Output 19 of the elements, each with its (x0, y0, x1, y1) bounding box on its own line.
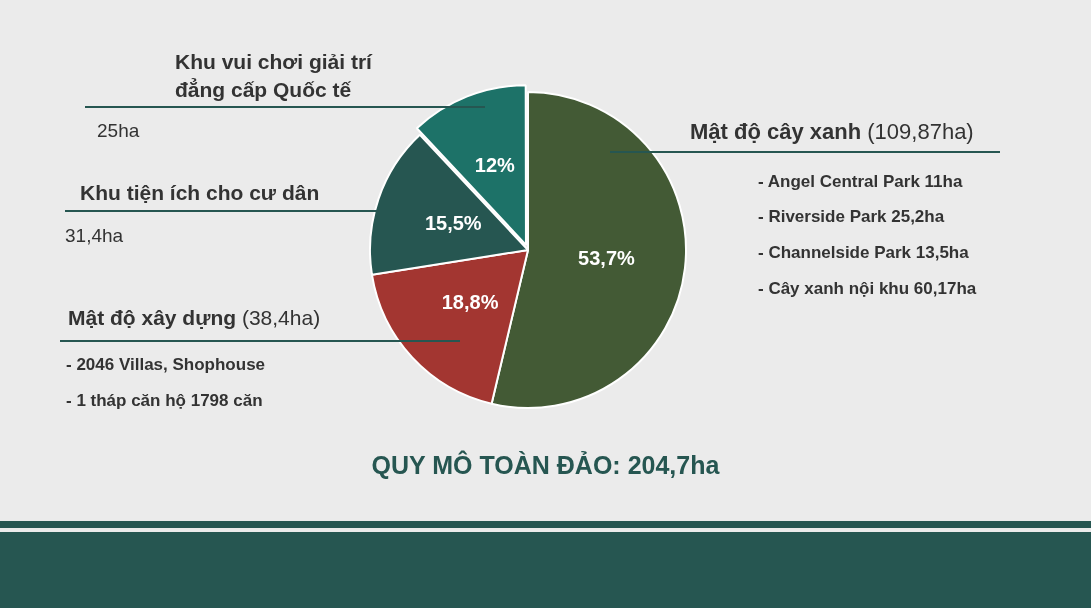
text: - Riverside Park 25,2ha (758, 207, 945, 227)
data-label: 15,5% (424, 211, 482, 234)
text: - Cây xanh nội khu 60,17ha (758, 279, 977, 299)
text: - Channelside Park 13,5ha (758, 243, 969, 263)
text: 25ha (97, 120, 140, 142)
text: - Angel Central Park 11ha (758, 172, 963, 192)
text: QUY MÔ TOÀN ĐẢO: 204,7ha (370, 451, 721, 480)
data-label: 53,7% (578, 246, 636, 269)
slice-label: Khu tiện ích cho cư dân (80, 181, 320, 205)
data-label: 18,8% (441, 291, 499, 314)
text: (38,4ha) (241, 306, 321, 329)
slice-label: Mật độ cây xanh (690, 119, 862, 144)
data-label: 12% (474, 153, 516, 176)
slice-label: Khu vui chơi giải trí đẳng cấp Quốc tế (175, 49, 374, 103)
text: - 1 tháp căn hộ 1798 căn (66, 391, 263, 411)
text: 31,4ha (65, 225, 124, 247)
slice-label: Mật độ xây dựng (68, 306, 237, 329)
text: (109,87ha) (867, 119, 974, 144)
text: - 2046 Villas, Shophouse (66, 355, 266, 375)
